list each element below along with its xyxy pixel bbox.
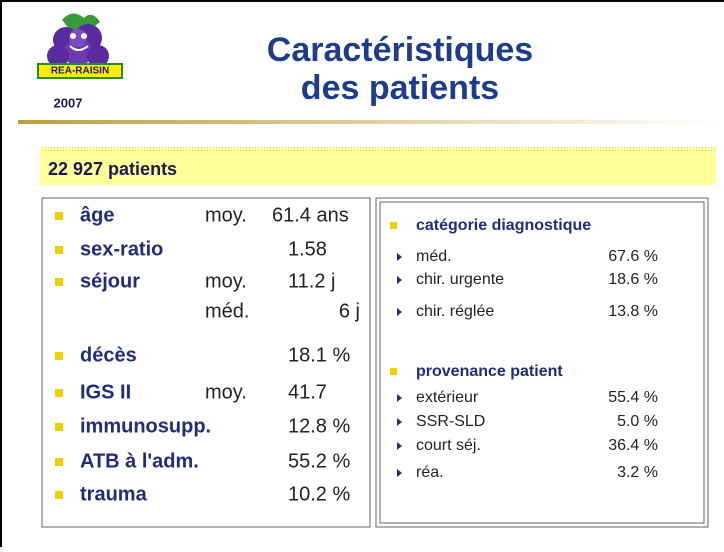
sub-bullet — [397, 418, 402, 426]
bullet — [55, 278, 63, 286]
logo-text: REA-RAISIN — [51, 66, 109, 77]
banner-text: 22 927 patients — [48, 159, 177, 179]
item-label: extérieur — [416, 389, 479, 406]
bullet — [55, 246, 63, 254]
row-stat: méd. — [205, 300, 249, 322]
bullet — [390, 368, 397, 375]
row-value: 18.1 % — [288, 344, 350, 366]
bullet — [55, 389, 63, 397]
row-label: trauma — [80, 483, 148, 505]
bullet — [55, 423, 63, 431]
sub-bullet — [397, 469, 402, 477]
bullet — [55, 352, 63, 360]
sub-bullet — [397, 442, 402, 450]
banner — [40, 153, 716, 185]
sub-bullet — [397, 276, 402, 284]
logo — [37, 13, 123, 79]
row-stat: moy. — [205, 270, 247, 292]
row-label: immunosupp. — [80, 415, 211, 437]
bullet — [55, 491, 63, 499]
item-value: 3.2 % — [617, 464, 658, 481]
item-label: chir. réglée — [416, 303, 494, 320]
title-line: des patients — [301, 69, 499, 107]
item-value: 67.6 % — [608, 248, 658, 265]
bullet — [390, 222, 397, 229]
title-line: Caractéristiques — [267, 31, 533, 69]
item-value: 5.0 % — [617, 413, 658, 430]
logo-year: 2007 — [54, 95, 83, 110]
item-label: réa. — [416, 464, 444, 481]
item-value: 36.4 % — [608, 437, 658, 454]
row-value: 55.2 % — [288, 450, 350, 472]
row-stat: moy. — [205, 204, 247, 226]
item-label: chir. urgente — [416, 271, 504, 288]
row-stat: moy. — [205, 381, 247, 403]
row-label: séjour — [80, 270, 140, 292]
sub-bullet — [397, 253, 402, 261]
row-value: 11.2 j — [288, 270, 335, 292]
row-label: décès — [80, 344, 137, 366]
row-label: IGS II — [80, 381, 131, 403]
item-value: 55.4 % — [608, 389, 658, 406]
row-value: 61.4 ans — [272, 204, 349, 226]
sub-bullet — [397, 394, 402, 402]
title-rule — [18, 120, 718, 124]
row-label: âge — [80, 204, 114, 226]
right-box — [375, 197, 709, 528]
row-label: sex-ratio — [80, 238, 163, 260]
section-heading: provenance patient — [416, 363, 563, 380]
item-label: méd. — [416, 248, 452, 265]
left-box — [41, 197, 371, 528]
item-label: court séj. — [416, 437, 481, 454]
row-value: 41.7 — [288, 381, 327, 403]
bullet — [55, 212, 63, 220]
row-value: 6 j — [339, 300, 360, 322]
item-value: 13.8 % — [608, 303, 658, 320]
bullet — [55, 458, 63, 466]
sub-bullet — [397, 308, 402, 316]
item-value: 18.6 % — [608, 271, 658, 288]
section-heading: catégorie diagnostique — [416, 217, 591, 234]
right-box-inner — [379, 201, 705, 524]
row-value: 1.58 — [288, 238, 327, 260]
banner-texture — [40, 147, 716, 153]
item-label: SSR-SLD — [416, 413, 485, 430]
row-value: 10.2 % — [288, 483, 350, 505]
row-label: ATB à l'adm. — [80, 450, 199, 472]
row-value: 12.8 % — [288, 415, 350, 437]
